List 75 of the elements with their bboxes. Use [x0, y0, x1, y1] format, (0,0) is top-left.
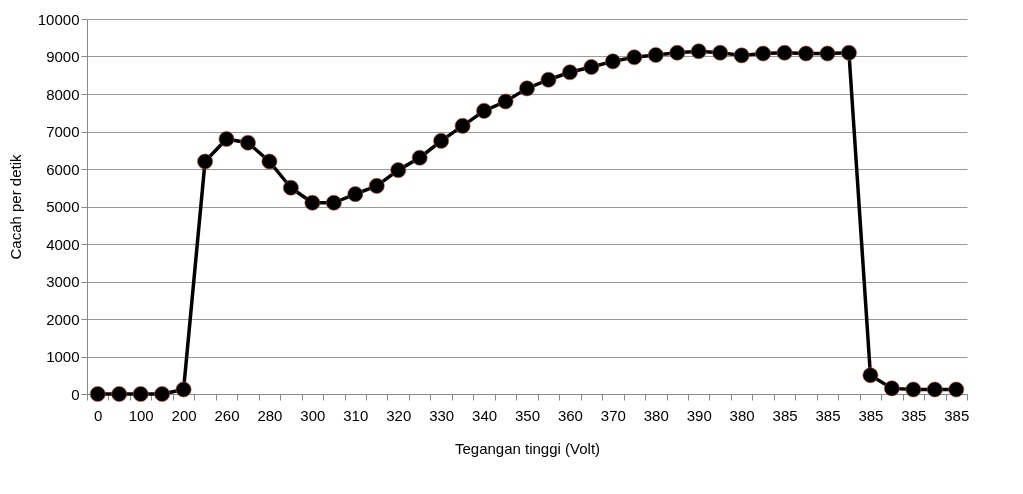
y-tick-label: 5000: [46, 198, 80, 215]
x-tick-label: 100: [128, 406, 154, 424]
x-tick-label: 350: [514, 406, 541, 424]
point: [411, 149, 428, 166]
x-tick-label: 385: [815, 406, 841, 424]
point: [240, 134, 256, 151]
x-tick-label: 385: [772, 406, 798, 424]
y-tick-label: 6000: [46, 160, 80, 178]
point: [132, 386, 149, 402]
y-tick-label: 4000: [46, 235, 80, 253]
x-tick-label: 385: [858, 406, 884, 424]
point: [690, 43, 707, 60]
point: [798, 45, 814, 62]
point: [390, 162, 407, 178]
point: [497, 93, 514, 110]
point: [819, 45, 836, 62]
point: [519, 80, 535, 97]
point: [111, 386, 128, 402]
x-tick-label: 330: [429, 406, 455, 424]
point: [175, 381, 192, 398]
point: [669, 44, 686, 61]
y-tick-label: 10000: [37, 10, 80, 28]
y-axis-title: Cacah per detik: [6, 153, 24, 260]
point: [304, 194, 321, 211]
point: [604, 53, 621, 70]
point: [540, 71, 557, 88]
point: [89, 386, 106, 402]
point: [755, 45, 771, 62]
point: [454, 118, 471, 134]
x-tick-label: 0: [94, 406, 103, 424]
x-tick-label: 360: [557, 406, 583, 424]
x-tick-label: 390: [686, 406, 712, 424]
x-axis-title: Tegangan tinggi (Volt): [454, 439, 601, 457]
y-tick-label: 9000: [46, 48, 80, 65]
point: [948, 381, 965, 398]
point: [712, 44, 729, 61]
x-tick-label: 385: [944, 406, 970, 424]
point: [283, 179, 299, 196]
point: [325, 194, 342, 211]
x-tick-label: 310: [343, 406, 369, 424]
point: [841, 44, 857, 61]
point: [476, 103, 492, 119]
x-tick-label: 380: [643, 406, 669, 424]
point: [197, 153, 213, 170]
point: [905, 381, 922, 398]
point: [776, 44, 793, 61]
y-tick-label: 2000: [46, 310, 80, 328]
y-tick-label: 3000: [46, 273, 80, 290]
y-tick-label: 7000: [46, 123, 80, 140]
point: [347, 186, 364, 202]
y-tick-label: 0: [71, 385, 80, 403]
point: [218, 131, 235, 147]
x-tick-label: 300: [300, 406, 326, 424]
point: [368, 178, 385, 194]
point: [433, 133, 450, 149]
point: [261, 153, 278, 170]
point: [562, 64, 578, 81]
y-tick-label: 1000: [46, 348, 80, 365]
point: [626, 49, 643, 66]
x-tick-label: 260: [214, 406, 240, 424]
point: [926, 381, 943, 398]
x-tick-label: 340: [472, 406, 498, 424]
point: [733, 47, 750, 64]
x-tick-label: 280: [257, 406, 283, 424]
x-tick-label: 320: [386, 406, 412, 424]
x-tick-label: 385: [901, 406, 927, 424]
x-tick-label: 370: [600, 406, 626, 424]
y-tick-label: 8000: [46, 85, 80, 103]
x-tick-label: 380: [729, 406, 755, 424]
point: [862, 367, 879, 384]
point: [154, 386, 170, 402]
point: [583, 59, 600, 75]
point: [647, 47, 664, 63]
x-tick-label: 200: [171, 406, 197, 424]
point: [884, 380, 900, 397]
